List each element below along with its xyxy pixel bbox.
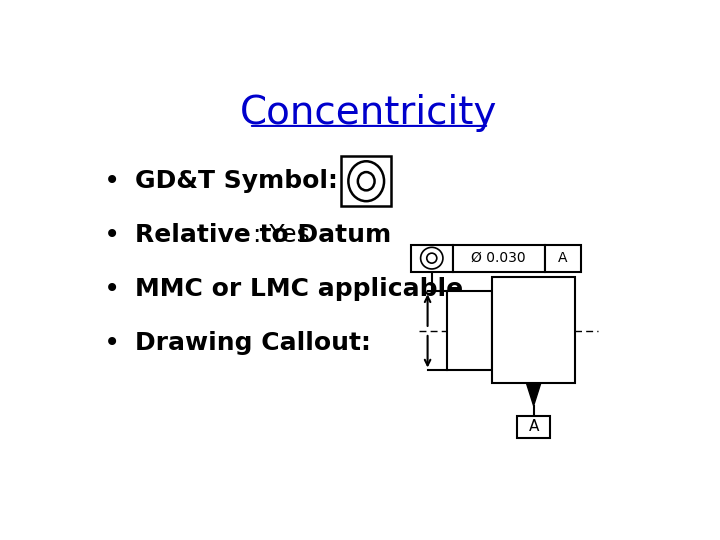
- Text: •: •: [104, 329, 120, 357]
- Bar: [492, 277, 575, 383]
- Text: Concentricity: Concentricity: [240, 93, 498, 132]
- Text: A: A: [528, 420, 539, 435]
- Text: GD&T Symbol:: GD&T Symbol:: [135, 169, 338, 193]
- Text: Drawing Callout:: Drawing Callout:: [135, 332, 371, 355]
- Bar: [447, 292, 492, 370]
- Bar: [341, 156, 392, 206]
- Bar: [545, 245, 581, 272]
- Text: : Yes: : Yes: [253, 223, 310, 247]
- Bar: [411, 245, 453, 272]
- Polygon shape: [526, 383, 541, 406]
- Bar: [453, 245, 545, 272]
- Text: A: A: [558, 251, 567, 265]
- Text: •: •: [104, 167, 120, 195]
- Text: •: •: [104, 221, 120, 249]
- Text: Relative to Datum: Relative to Datum: [135, 223, 391, 247]
- Text: Ø 0.030: Ø 0.030: [472, 251, 526, 265]
- Text: •: •: [104, 275, 120, 303]
- Bar: [518, 416, 550, 438]
- Text: MMC or LMC applicable: MMC or LMC applicable: [135, 278, 463, 301]
